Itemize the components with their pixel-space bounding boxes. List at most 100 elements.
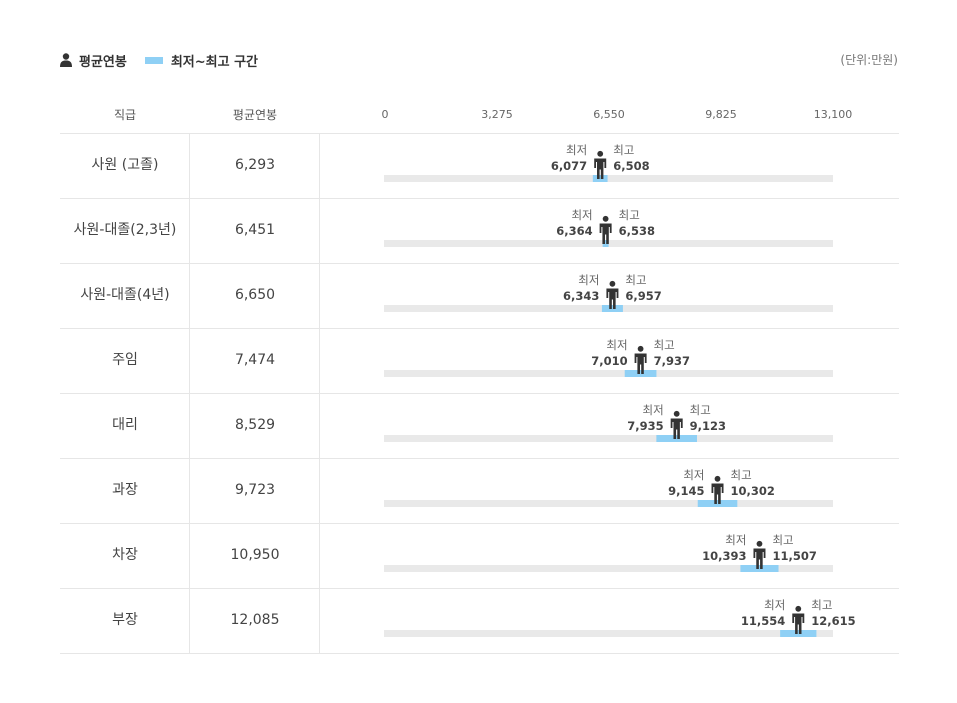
rank-cell: 사원-대졸(2,3년) xyxy=(73,222,177,238)
rank-cell: 사원-대졸(4년) xyxy=(80,287,170,303)
max-label: 최고 xyxy=(811,598,832,612)
max-value: 6,538 xyxy=(619,224,655,238)
max-value: 11,507 xyxy=(772,549,816,563)
max-label: 최고 xyxy=(613,143,634,157)
min-value: 7,935 xyxy=(627,419,663,433)
min-label: 최저 xyxy=(578,273,599,287)
legend-range-swatch xyxy=(144,56,163,64)
range-track xyxy=(384,500,833,507)
salary-range-row: 최저 6,077 최고 6,508 xyxy=(384,143,833,182)
legend-range-label: 최저~최고 구간 xyxy=(170,54,259,70)
range-bar xyxy=(601,305,623,312)
row-divider xyxy=(60,458,899,459)
avg-salary-cell: 9,723 xyxy=(234,482,276,498)
min-value: 6,343 xyxy=(563,289,599,303)
salary-range-row: 최저 10,393 최고 11,507 xyxy=(384,533,833,572)
column-divider xyxy=(319,133,320,653)
avg-person-marker xyxy=(753,540,766,569)
max-value: 7,937 xyxy=(654,354,690,368)
avg-salary-cell: 12,085 xyxy=(230,612,280,628)
salary-range-row: 최저 7,010 최고 7,937 xyxy=(384,338,833,377)
range-track xyxy=(384,435,833,442)
salary-range-row: 최저 6,364 최고 6,538 xyxy=(384,208,833,247)
header-rank: 직급 xyxy=(113,108,137,122)
range-bar xyxy=(697,500,738,507)
row-divider xyxy=(60,523,899,524)
rank-cell: 대리 xyxy=(112,417,138,433)
avg-salary-cell: 6,650 xyxy=(234,287,276,303)
avg-salary-cell: 10,950 xyxy=(230,547,280,563)
min-value: 11,554 xyxy=(741,614,785,628)
range-track xyxy=(384,370,833,377)
row-divider xyxy=(60,263,899,264)
avg-person-marker xyxy=(711,475,724,504)
rank-cell: 주임 xyxy=(112,352,138,368)
max-label: 최고 xyxy=(731,468,752,482)
min-value: 7,010 xyxy=(591,354,627,368)
avg-salary-cell: 6,451 xyxy=(234,222,276,238)
max-label: 최고 xyxy=(690,403,711,417)
min-label: 최저 xyxy=(571,208,592,222)
avg-salary-cell: 6,293 xyxy=(234,157,276,173)
legend-avg-label: 평균연봉 xyxy=(79,54,127,70)
min-label: 최저 xyxy=(566,143,587,157)
max-value: 12,615 xyxy=(811,614,855,628)
min-value: 6,077 xyxy=(551,159,587,173)
avg-salary-cell: 7,474 xyxy=(234,352,276,368)
person-icon xyxy=(60,53,72,67)
range-track xyxy=(384,175,833,182)
min-label: 최저 xyxy=(606,338,627,352)
max-value: 10,302 xyxy=(731,484,775,498)
x-tick-label: 0 xyxy=(381,108,389,121)
row-divider xyxy=(60,198,899,199)
rank-cell: 사원 (고졸) xyxy=(91,157,159,173)
min-value: 10,393 xyxy=(702,549,746,563)
min-label: 최저 xyxy=(643,403,664,417)
avg-person-marker xyxy=(634,345,647,374)
avg-salary-cell: 8,529 xyxy=(234,417,276,433)
row-divider xyxy=(60,653,899,654)
range-bar xyxy=(656,435,697,442)
range-track xyxy=(384,565,833,572)
unit-label: (단위:만원) xyxy=(840,53,898,67)
max-value: 6,508 xyxy=(613,159,649,173)
max-label: 최고 xyxy=(772,533,793,547)
rank-cell: 부장 xyxy=(112,612,138,628)
min-label: 최저 xyxy=(764,598,785,612)
x-tick-label: 13,100 xyxy=(813,108,853,121)
range-track xyxy=(384,240,833,247)
max-label: 최고 xyxy=(619,208,640,222)
x-tick-label: 3,275 xyxy=(481,108,513,121)
row-divider xyxy=(60,328,899,329)
avg-person-marker xyxy=(670,410,683,439)
row-divider xyxy=(60,133,899,134)
min-value: 6,364 xyxy=(556,224,592,238)
range-bar xyxy=(780,630,817,637)
avg-person-marker xyxy=(792,605,805,634)
range-track xyxy=(384,305,833,312)
range-bar xyxy=(602,240,609,247)
salary-range-row: 최저 11,554 최고 12,615 xyxy=(384,598,856,637)
min-label: 최저 xyxy=(683,468,704,482)
rank-cell: 차장 xyxy=(112,547,138,563)
row-divider xyxy=(60,588,899,589)
salary-range-row: 최저 6,343 최고 6,957 xyxy=(384,273,833,312)
max-value: 6,957 xyxy=(625,289,661,303)
avg-person-marker xyxy=(599,215,612,244)
range-bar xyxy=(592,175,608,182)
range-track xyxy=(384,630,833,637)
rank-cell: 과장 xyxy=(112,482,138,498)
range-bar xyxy=(624,370,657,377)
max-value: 9,123 xyxy=(690,419,726,433)
row-divider xyxy=(60,393,899,394)
min-value: 9,145 xyxy=(668,484,704,498)
avg-person-marker xyxy=(606,280,619,309)
avg-person-marker xyxy=(594,150,607,179)
salary-range-row: 최저 7,935 최고 9,123 xyxy=(384,403,833,442)
header-avg-salary: 평균연봉 xyxy=(232,108,278,122)
salary-range-row: 최저 9,145 최고 10,302 xyxy=(384,468,833,507)
max-label: 최고 xyxy=(625,273,646,287)
x-tick-label: 9,825 xyxy=(705,108,737,121)
min-label: 최저 xyxy=(725,533,746,547)
max-label: 최고 xyxy=(654,338,675,352)
